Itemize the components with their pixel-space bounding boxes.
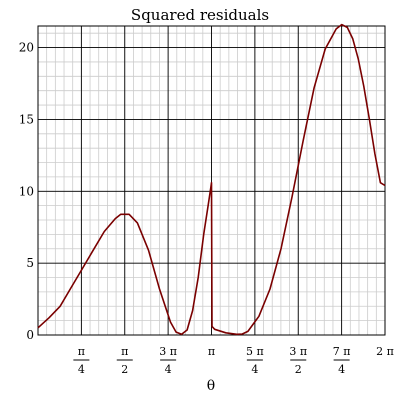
x-tick-numerator: 7 π bbox=[333, 345, 351, 358]
x-tick-denominator: 2 bbox=[295, 363, 302, 376]
x-tick-numerator: π bbox=[121, 345, 128, 358]
x-tick-numerator: 3 π bbox=[159, 345, 177, 358]
x-tick-label: 2 π bbox=[376, 345, 394, 358]
x-tick-label: 5 π4 bbox=[246, 345, 264, 376]
plot-frame bbox=[37, 25, 386, 336]
x-tick-label: π4 bbox=[73, 345, 90, 376]
x-tick-denominator: 4 bbox=[165, 363, 172, 376]
y-tick-label: 15 bbox=[19, 112, 34, 126]
x-tick-label: 3 π2 bbox=[289, 345, 307, 376]
x-tick-numerator: 5 π bbox=[246, 345, 264, 358]
series-curves bbox=[37, 23, 386, 336]
minor-grid bbox=[38, 26, 386, 335]
x-tick-denominator: 4 bbox=[78, 363, 85, 376]
x-tick-numerator: 3 π bbox=[289, 345, 307, 358]
y-tick-label: 5 bbox=[26, 256, 34, 270]
x-tick-denominator: 4 bbox=[251, 363, 258, 376]
x-axis-label: θ bbox=[207, 378, 215, 394]
chart-title: Squared residuals bbox=[131, 6, 269, 24]
x-tick-denominator: 4 bbox=[338, 363, 345, 376]
x-tick-label: 7 π4 bbox=[333, 345, 351, 376]
y-tick-label: 0 bbox=[26, 328, 34, 342]
x-tick-denominator: 2 bbox=[121, 363, 128, 376]
y-tick-label: 20 bbox=[19, 41, 34, 55]
series-line-0 bbox=[37, 23, 386, 336]
x-tick-label: π bbox=[208, 345, 215, 358]
x-tick-label: 3 π4 bbox=[159, 345, 177, 376]
y-tick-label: 10 bbox=[19, 184, 34, 198]
x-tick-numerator: π bbox=[78, 345, 85, 358]
y-tick-labels: 0 5 10 15 20 bbox=[19, 41, 34, 342]
x-tick-label: π2 bbox=[116, 345, 133, 376]
